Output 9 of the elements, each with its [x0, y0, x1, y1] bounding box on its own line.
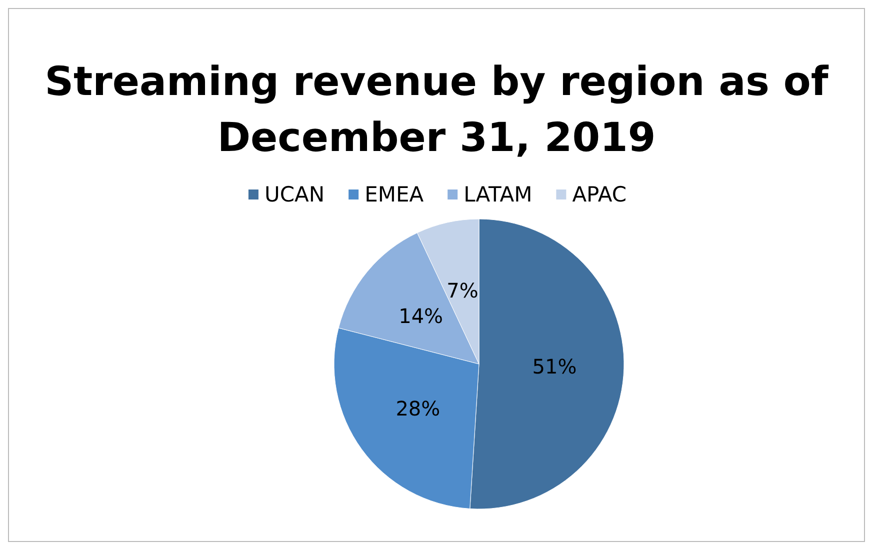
- legend-label: APAC: [572, 182, 627, 206]
- data-label: 28%: [396, 396, 440, 420]
- legend-label: LATAM: [464, 182, 532, 206]
- legend-label: EMEA: [364, 182, 424, 206]
- chart-title: Streaming revenue by region as of December 31, 2019: [44, 59, 829, 161]
- data-label: 51%: [532, 354, 577, 378]
- data-label: 14%: [398, 304, 444, 328]
- data-label: 7%: [446, 278, 478, 302]
- legend-label: UCAN: [264, 182, 325, 206]
